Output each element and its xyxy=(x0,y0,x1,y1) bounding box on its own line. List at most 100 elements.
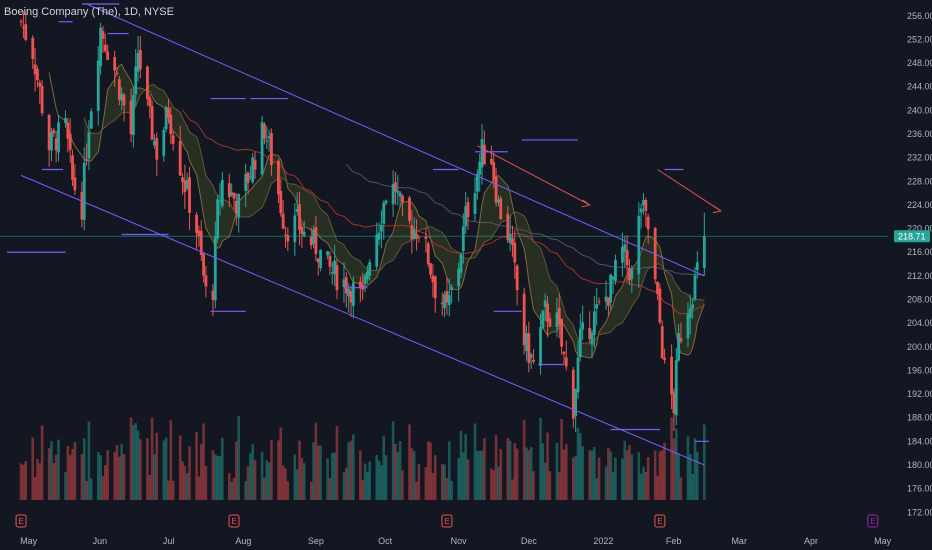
volume-bar xyxy=(663,442,666,500)
candle-body xyxy=(604,296,608,302)
volume-bar xyxy=(625,450,629,500)
candle-body xyxy=(136,53,140,72)
forecast-arrowhead xyxy=(712,205,722,214)
volume-bar xyxy=(703,424,706,500)
volume-bar xyxy=(408,424,411,500)
volume-bar xyxy=(595,478,598,500)
volume-bar xyxy=(656,475,659,500)
candle-body xyxy=(218,200,222,202)
candle-body xyxy=(358,281,362,288)
candle-body xyxy=(368,262,372,276)
candle-body xyxy=(588,327,592,339)
volume-bar xyxy=(593,447,596,500)
candle-body xyxy=(314,227,318,254)
candle-body xyxy=(326,251,329,256)
volume-bar xyxy=(581,446,584,500)
candle-body xyxy=(312,229,315,244)
candle-body xyxy=(234,200,238,214)
candle-body xyxy=(440,302,444,305)
candle-body xyxy=(216,199,220,239)
x-tick-label: Dec xyxy=(521,536,538,546)
x-tick-label: Nov xyxy=(451,536,468,546)
volume-bar xyxy=(607,447,610,500)
price-tag-label: 218.71 xyxy=(898,231,926,241)
candle-body xyxy=(185,179,189,189)
candle-body xyxy=(220,180,224,206)
candle-body xyxy=(382,202,386,224)
candle-body xyxy=(199,230,203,255)
volume-bar xyxy=(164,437,168,500)
volume-bar xyxy=(611,471,615,500)
volume-bar xyxy=(218,456,222,500)
candle-body xyxy=(417,237,421,239)
y-tick-label: 176.00 xyxy=(907,484,932,494)
candle-body xyxy=(342,279,346,288)
volume-bar xyxy=(494,435,498,500)
candle-body xyxy=(691,304,695,309)
volume-bar xyxy=(464,434,467,500)
volume-bar xyxy=(363,463,367,500)
candle-body xyxy=(101,31,105,39)
channel-upper-line xyxy=(86,3,705,277)
volume-bar xyxy=(295,469,299,500)
candle-body xyxy=(614,259,617,282)
volume-bar xyxy=(462,452,465,500)
earnings-marker-icon xyxy=(654,514,666,528)
volume-bar xyxy=(644,471,648,500)
candle-body xyxy=(494,176,498,203)
earnings-marker-label: E xyxy=(444,517,449,526)
y-tick-label: 192.00 xyxy=(907,389,932,399)
candle-body xyxy=(213,236,217,301)
candle-body xyxy=(246,172,250,183)
volume-bar xyxy=(66,445,70,500)
volume-bar xyxy=(122,454,126,500)
volume-bar xyxy=(642,466,645,500)
candle-body xyxy=(195,214,198,233)
candle-body xyxy=(656,281,659,295)
candle-body xyxy=(302,231,306,236)
earnings-marker-label: E xyxy=(19,517,24,526)
candle-body xyxy=(99,27,103,67)
candle-body xyxy=(597,301,601,303)
volume-bar xyxy=(148,474,152,500)
volume-bar xyxy=(572,457,575,500)
y-tick-label: 224.00 xyxy=(907,200,932,210)
volume-bar xyxy=(443,464,446,500)
candle-body xyxy=(607,297,610,306)
volume-bar xyxy=(424,467,428,500)
volume-bar xyxy=(508,440,512,500)
y-tick-label: 204.00 xyxy=(907,318,932,328)
volume-bar xyxy=(221,437,224,500)
volume-bar xyxy=(279,427,283,500)
candle-body xyxy=(457,268,461,287)
candle-body xyxy=(412,229,416,239)
candle-body xyxy=(384,200,388,204)
candle-body xyxy=(31,37,35,60)
candle-body xyxy=(150,105,154,140)
candle-body xyxy=(87,132,91,159)
candle-body xyxy=(426,243,430,265)
candle-body xyxy=(286,235,290,242)
volume-bar xyxy=(691,473,694,500)
candle-body xyxy=(562,351,566,354)
candle-body xyxy=(644,199,648,211)
volume-bar xyxy=(447,441,451,500)
volume-bar xyxy=(267,462,271,500)
volume-bar xyxy=(412,451,416,500)
candle-body xyxy=(344,277,348,294)
candle-body xyxy=(394,182,397,192)
candle-body xyxy=(227,183,231,198)
candle-body xyxy=(492,162,496,180)
candle-body xyxy=(319,249,322,269)
volume-bar xyxy=(483,438,486,500)
volume-bar xyxy=(368,461,372,500)
candle-body xyxy=(279,190,283,214)
ma-mid-line xyxy=(83,83,705,344)
volume-bar xyxy=(197,476,201,500)
candle-body xyxy=(546,303,549,322)
candle-body xyxy=(639,208,643,213)
volume-bar xyxy=(232,477,236,500)
volume-bar xyxy=(120,443,123,500)
candle-body xyxy=(578,328,582,358)
